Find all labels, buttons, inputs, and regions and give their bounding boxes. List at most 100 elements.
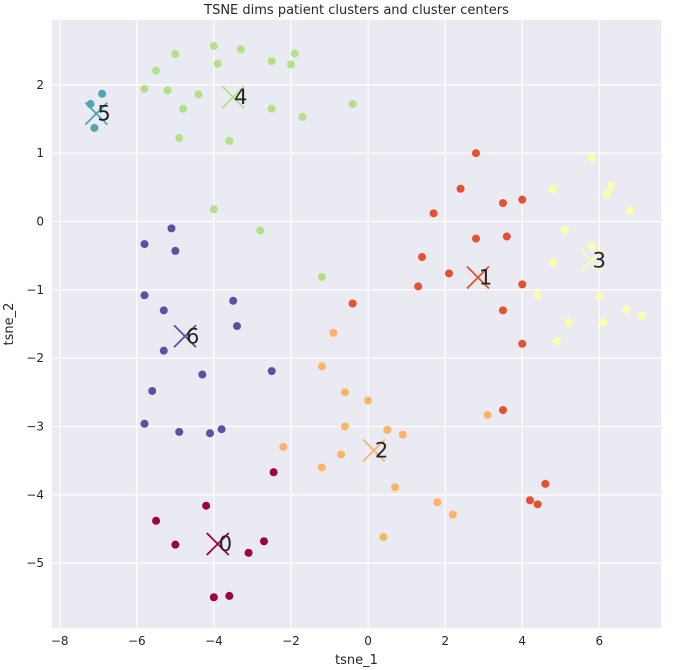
- x-tick-label: 0: [364, 634, 372, 648]
- cluster-2-point: [340, 388, 349, 397]
- cluster-5-point: [98, 89, 107, 98]
- cluster-4-point: [267, 56, 276, 65]
- cluster-3-point: [606, 182, 615, 191]
- cluster-1-point: [502, 232, 511, 241]
- cluster-5-center-marker: [84, 101, 108, 126]
- cluster-1-point: [348, 299, 357, 308]
- cluster-4-point: [213, 59, 222, 68]
- y-tick-label: 0: [36, 215, 44, 229]
- cluster-2-point: [337, 450, 346, 459]
- cluster-1-point: [518, 339, 527, 348]
- cluster-0-point: [259, 537, 268, 546]
- cluster-0-point: [244, 548, 253, 557]
- cluster-3-point: [549, 184, 558, 193]
- cluster-0-point: [269, 468, 278, 477]
- cluster-4-point: [286, 60, 295, 69]
- cluster-4-center-label: 4: [234, 85, 247, 109]
- cluster-6-point: [217, 425, 226, 434]
- cluster-6-point: [267, 367, 276, 376]
- cluster-4-point: [348, 100, 357, 109]
- cluster-6-point: [206, 429, 215, 438]
- x-tick-label: −4: [205, 634, 223, 648]
- cluster-centers: 0 1 2 3 4 5 6: [84, 85, 606, 556]
- cluster-6-point: [229, 296, 238, 305]
- cluster-4-point: [175, 134, 184, 143]
- cluster-4-point: [267, 104, 276, 113]
- cluster-0-center-marker: [206, 532, 230, 556]
- y-tick-label: −5: [26, 556, 44, 570]
- cluster-6-point: [175, 427, 184, 436]
- cluster-1-point: [498, 306, 507, 315]
- cluster-2-point: [340, 422, 349, 431]
- cluster-6-point: [171, 246, 180, 255]
- cluster-0-point: [152, 516, 161, 525]
- cluster-6-center-marker: [173, 324, 197, 348]
- cluster-6-point: [198, 370, 207, 379]
- cluster-4-point: [209, 205, 218, 214]
- cluster-1-point: [498, 406, 507, 415]
- cluster-3-point: [626, 206, 635, 215]
- plot-area: [52, 20, 661, 628]
- chart-title: TSNE dims patient clusters and cluster c…: [203, 3, 509, 18]
- cluster-4-point: [290, 49, 299, 58]
- cluster-2-point: [383, 425, 392, 434]
- cluster-2-point: [279, 442, 288, 451]
- x-tick-label: 2: [441, 634, 449, 648]
- cluster-1-point: [525, 496, 534, 505]
- cluster-2-point: [433, 498, 442, 507]
- cluster-1-point: [471, 234, 480, 243]
- y-tick-label: −4: [26, 488, 44, 502]
- cluster-1-point: [518, 280, 527, 289]
- cluster-4-point: [298, 113, 307, 122]
- cluster-6-point: [233, 322, 242, 331]
- cluster-1-point: [418, 253, 427, 262]
- cluster-2-point: [364, 396, 373, 405]
- cluster-1-point: [414, 282, 423, 291]
- cluster-2-point: [483, 410, 492, 419]
- cluster-4-point: [236, 45, 245, 54]
- cluster-4-point: [140, 84, 149, 93]
- cluster-6-point: [167, 224, 176, 233]
- grid-lines: [52, 20, 661, 628]
- cluster-6-point: [159, 306, 168, 315]
- cluster-0-point: [225, 591, 234, 600]
- cluster-3-point: [637, 311, 646, 320]
- cluster-3-point: [549, 258, 558, 267]
- cluster-6-point: [140, 419, 149, 428]
- y-axis-label: tsne_2: [2, 303, 17, 346]
- cluster-3-point: [564, 318, 573, 327]
- tick-labels: −8 −6 −4 −2 0 2 4 6 2 1 0 −1 −2 −3 −4 −5: [26, 78, 603, 648]
- cluster-2-point: [379, 533, 388, 542]
- cluster-6-point: [148, 386, 157, 395]
- cluster-1-point: [429, 209, 438, 218]
- data-points: [86, 41, 646, 602]
- cluster-6-point: [140, 240, 149, 249]
- cluster-4-point: [256, 226, 265, 235]
- cluster-3-point: [560, 225, 569, 234]
- cluster-2-point: [448, 510, 457, 519]
- cluster-3-point: [587, 153, 596, 162]
- cluster-3-point: [603, 190, 612, 199]
- x-tick-label: 4: [518, 634, 526, 648]
- cluster-4-point: [225, 136, 234, 145]
- cluster-6-point: [159, 346, 168, 355]
- x-tick-label: −6: [128, 634, 146, 648]
- cluster-4-point: [317, 272, 326, 281]
- y-tick-label: 1: [36, 146, 44, 160]
- cluster-0-center-label: 0: [219, 532, 232, 556]
- cluster-5-center-label: 5: [97, 102, 110, 126]
- cluster-0-point: [171, 540, 180, 549]
- cluster-3-point: [595, 292, 604, 301]
- cluster-1-point: [518, 195, 527, 204]
- cluster-4-center-marker: [221, 85, 245, 109]
- cluster-1-point: [445, 269, 454, 278]
- x-tick-label: −2: [282, 634, 300, 648]
- y-tick-label: −1: [26, 283, 44, 297]
- cluster-0-point: [202, 501, 211, 510]
- y-tick-label: 2: [36, 78, 44, 92]
- cluster-1-point: [541, 479, 550, 488]
- cluster-1-point: [456, 184, 465, 193]
- x-axis-label: tsne_1: [335, 653, 378, 668]
- cluster-3-point: [587, 242, 596, 251]
- x-tick-label: −8: [51, 634, 69, 648]
